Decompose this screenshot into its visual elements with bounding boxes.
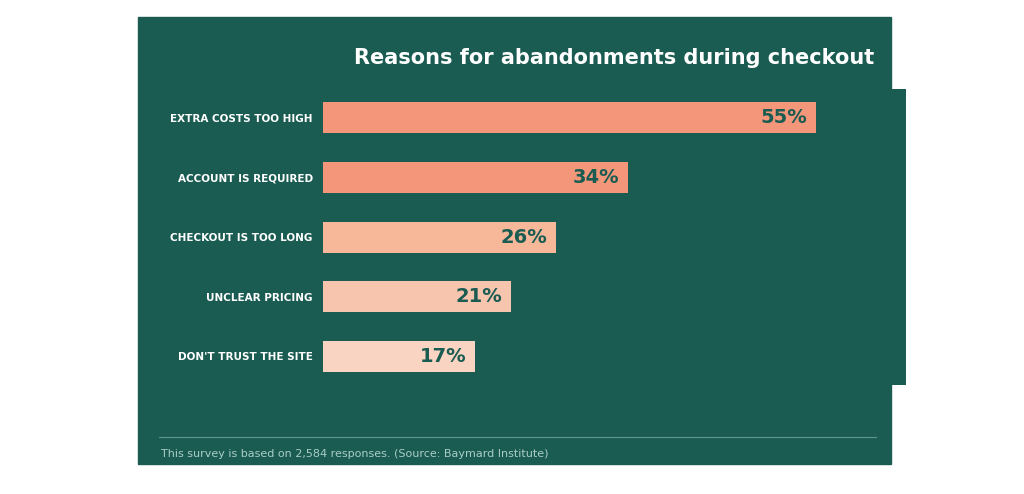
Text: 55%: 55% bbox=[761, 108, 808, 127]
Title: Reasons for abandonments during checkout: Reasons for abandonments during checkout bbox=[354, 48, 874, 68]
Text: 21%: 21% bbox=[456, 287, 502, 306]
Text: 34%: 34% bbox=[572, 168, 618, 187]
Bar bbox=[323, 222, 556, 252]
Bar bbox=[323, 281, 511, 312]
Text: 26%: 26% bbox=[501, 228, 547, 247]
Bar bbox=[323, 341, 475, 372]
Bar bbox=[323, 162, 628, 193]
Text: 17%: 17% bbox=[420, 347, 466, 366]
Bar bbox=[323, 102, 816, 133]
Text: This survey is based on 2,584 responses. (Source: Baymard Institute): This survey is based on 2,584 responses.… bbox=[161, 449, 548, 459]
